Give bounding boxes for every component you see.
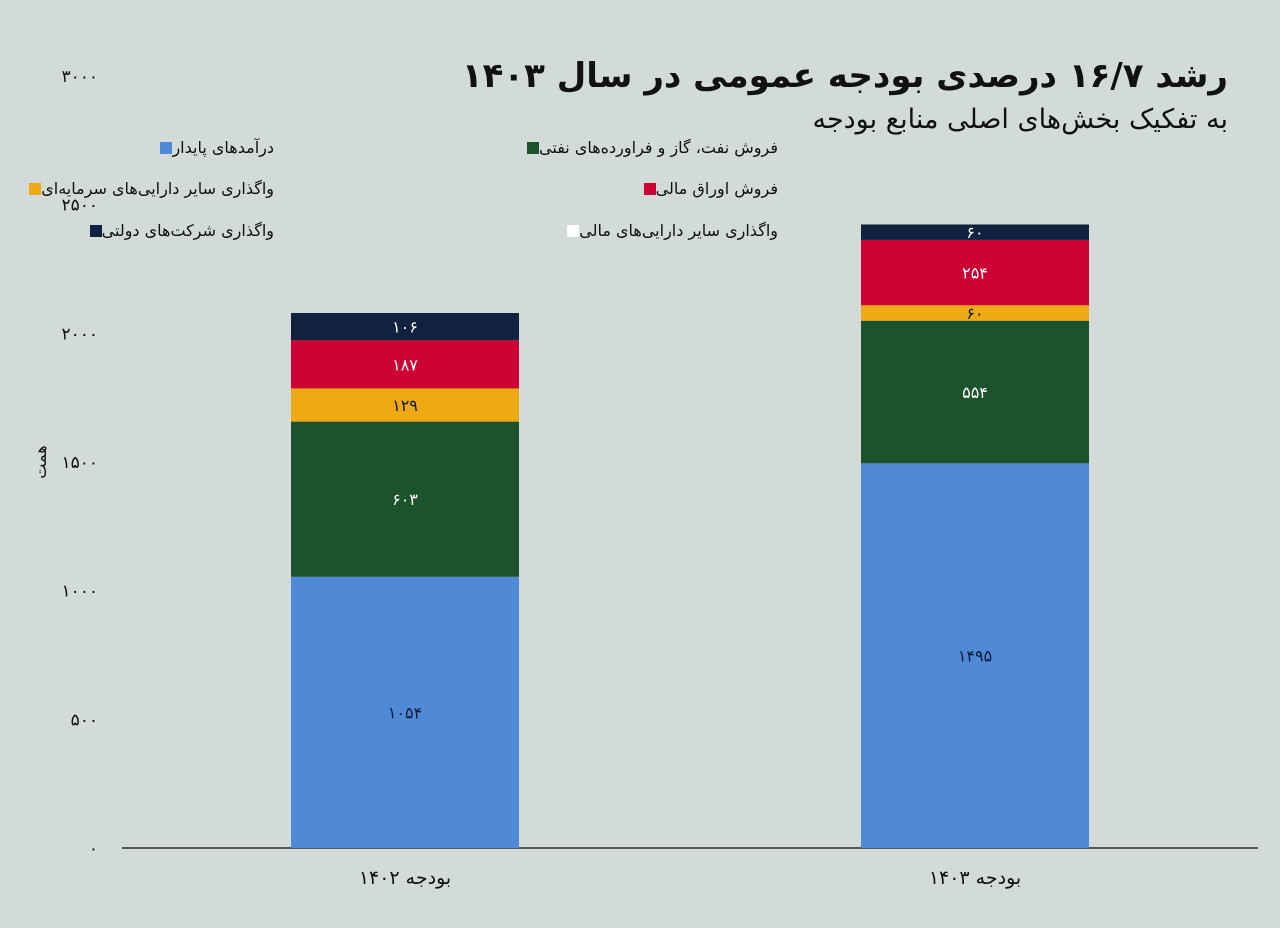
legend-item: واگذاری سایر دارایی‌های سرمایه‌ای (21, 179, 274, 198)
y-tick-label: ۳۰۰۰ (61, 67, 98, 87)
legend-item: واگذاری سایر دارایی‌های مالی (559, 221, 778, 240)
chart-subtitle: به تفکیک بخش‌های اصلی منابع بودجه (812, 104, 1228, 135)
y-axis-title: همت (31, 445, 50, 478)
legend-label: واگذاری شرکت‌های دولتی (101, 221, 274, 240)
legend-swatch (29, 182, 42, 195)
legend-item: فروش نفت، گاز و فراورده‌های نفتی (519, 138, 778, 157)
legend-item: فروش اوراق مالی (636, 179, 778, 198)
bar-segment (861, 320, 1089, 464)
data-label: ۱۴۹۵ (958, 647, 992, 666)
data-label: ۱۲۹ (392, 396, 418, 415)
bar-segment (291, 340, 519, 389)
data-label: ۶۰ (966, 304, 983, 323)
legend-label: فروش اوراق مالی (655, 179, 778, 198)
y-tick-label: ۱۰۰۰ (61, 582, 98, 602)
bar-segment (861, 305, 1089, 321)
y-tick-label: ۵۰۰ (71, 710, 98, 730)
bar-segment (861, 224, 1089, 240)
bar-segment (291, 421, 519, 577)
y-tick-label: ۲۵۰۰ (61, 196, 98, 216)
data-label: ۱۰۵۴ (388, 703, 422, 722)
legend-swatch (89, 224, 102, 237)
legend-swatch (527, 141, 540, 154)
data-label: ۱۰۶ (392, 318, 418, 337)
legend-label: درآمدهای پایدار (172, 138, 274, 157)
bar-segment (291, 313, 519, 341)
legend-swatch (567, 224, 580, 237)
legend-label: واگذاری سایر دارایی‌های مالی (579, 221, 778, 240)
y-tick-label: ۱۵۰۰ (61, 453, 98, 473)
bar-segment (291, 576, 519, 848)
legend-label: واگذاری سایر دارایی‌های سرمایه‌ای (41, 179, 274, 198)
data-label: ۱۸۷ (392, 355, 418, 374)
data-label: ۲۵۴ (962, 264, 988, 283)
y-tick-label: ۰ (89, 839, 98, 859)
y-tick-label: ۲۰۰۰ (61, 324, 98, 344)
legend-label: فروش نفت، گاز و فراورده‌های نفتی (539, 138, 778, 157)
bar-segment (861, 239, 1089, 306)
legend-swatch (160, 141, 173, 154)
data-label: ۵۵۴ (962, 383, 988, 402)
legend-item: درآمدهای پایدار (152, 138, 274, 157)
bar-segment (861, 463, 1089, 848)
data-label: ۶۰۳ (392, 490, 418, 509)
chart-title: رشد ۱۶/۷ درصدی بودجه عمومی در سال ۱۴۰۳ (461, 56, 1228, 96)
data-label: ۶۰ (966, 223, 983, 242)
legend-item: واگذاری شرکت‌های دولتی (82, 221, 274, 240)
legend-swatch (643, 182, 656, 195)
x-tick-label: بودجه ۱۴۰۲ (359, 867, 451, 889)
bar-segment (291, 388, 519, 422)
x-tick-label: بودجه ۱۴۰۳ (929, 867, 1021, 889)
